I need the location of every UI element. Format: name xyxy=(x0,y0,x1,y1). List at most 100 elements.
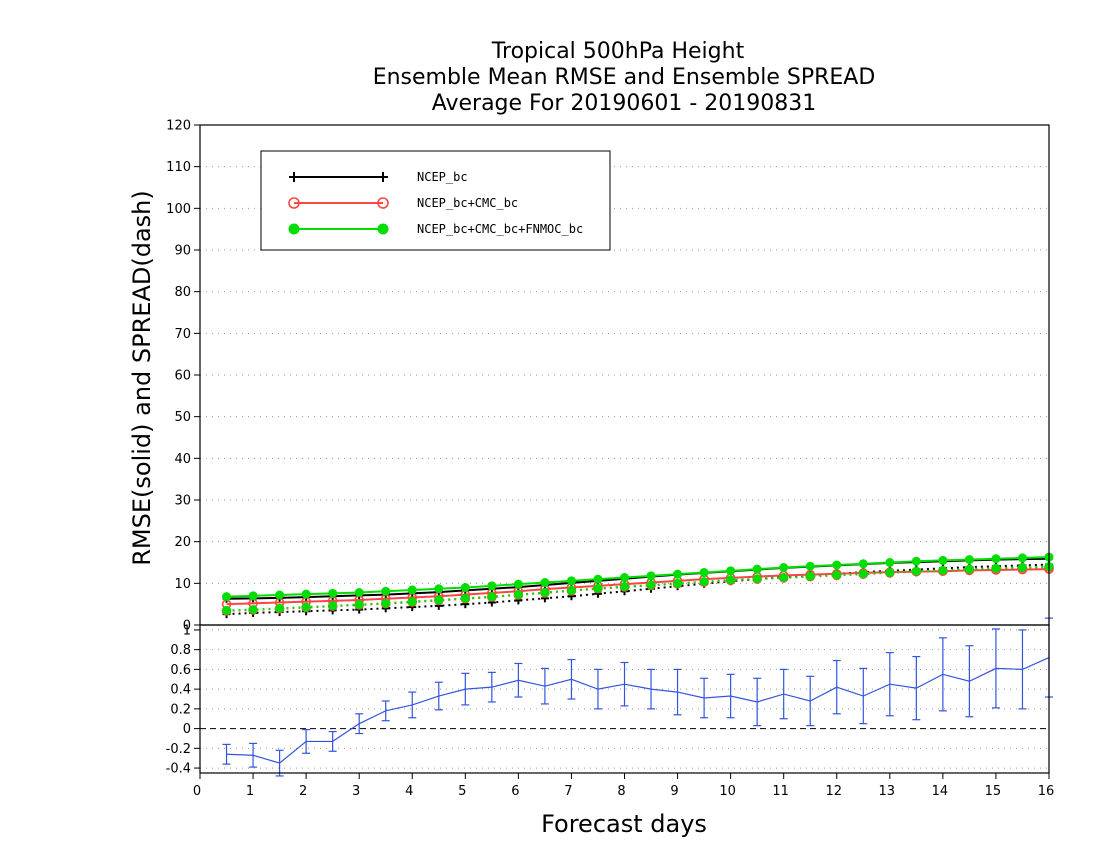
error-bar xyxy=(593,668,602,710)
rmse-line xyxy=(226,556,1050,598)
spread-line xyxy=(226,566,1050,612)
top-y-tick-label: 70 xyxy=(174,327,191,342)
filled-circle-marker xyxy=(222,592,232,602)
error-bar xyxy=(620,661,629,707)
filled-circle-marker xyxy=(938,555,948,565)
title-line-3: Average For 20190601 - 20190831 xyxy=(432,91,817,116)
filled-circle-marker xyxy=(1017,563,1027,572)
filled-circle-marker xyxy=(779,563,789,572)
filled-circle-marker xyxy=(222,605,232,615)
filled-circle-marker xyxy=(699,568,709,577)
bottom-panel-grid xyxy=(200,629,1049,769)
plus-marker xyxy=(378,172,388,182)
filled-circle-marker xyxy=(991,554,1001,564)
error-bar xyxy=(726,673,735,719)
top-y-tick-label: 20 xyxy=(174,535,191,550)
x-tick-label: 7 xyxy=(564,784,572,799)
top-y-axis: 0 10 20 30 40 50 60 70 80 90 100 110 120 xyxy=(166,119,200,634)
filled-circle-marker xyxy=(328,601,338,611)
filled-circle-marker xyxy=(593,583,603,593)
filled-circle-marker xyxy=(328,588,338,598)
filled-circle-marker xyxy=(248,605,258,615)
filled-circle-marker xyxy=(513,590,523,600)
filled-circle-marker xyxy=(288,223,300,235)
filled-circle-marker xyxy=(381,586,391,596)
filled-circle-marker xyxy=(301,589,311,599)
legend-label: NCEP_bc+CMC_bc xyxy=(417,196,518,210)
filled-circle-marker xyxy=(964,555,974,565)
chart-title: Tropical 500hPa Height Ensemble Mean RMS… xyxy=(373,39,876,116)
filled-circle-marker xyxy=(699,577,709,587)
open-circle-marker xyxy=(288,197,300,209)
x-tick-label: 0 xyxy=(193,784,201,799)
filled-circle-marker xyxy=(752,574,762,584)
filled-circle-marker xyxy=(911,556,921,566)
title-line-2: Ensemble Mean RMSE and Ensemble SPREAD xyxy=(373,65,876,90)
error-bar xyxy=(912,655,921,721)
top-y-tick-label: 90 xyxy=(174,244,191,259)
filled-circle-marker xyxy=(540,578,550,587)
x-tick-label: 2 xyxy=(299,784,307,799)
legend-entry-NCEP_bc: NCEP_bc xyxy=(289,170,468,184)
filled-circle-marker xyxy=(248,591,258,601)
error-bar xyxy=(514,662,523,698)
x-tick-label: 9 xyxy=(670,784,678,799)
error-bar xyxy=(832,659,841,715)
filled-circle-marker xyxy=(673,569,683,579)
x-tick-label: 5 xyxy=(458,784,466,799)
x-tick-label: 11 xyxy=(772,784,789,799)
error-bar xyxy=(859,667,868,725)
bottom-y-tick-label: 0.4 xyxy=(170,683,191,698)
open-circle-marker xyxy=(377,197,389,209)
spread-line xyxy=(226,565,1050,612)
bottom-y-tick-label: -0.4 xyxy=(166,762,191,777)
top-y-tick-label: 120 xyxy=(166,119,191,134)
legend-box xyxy=(260,150,611,251)
filled-circle-marker xyxy=(673,578,683,588)
top-panel-series xyxy=(221,552,1054,619)
bottom-y-tick-label: 0 xyxy=(183,722,191,737)
filled-circle-marker xyxy=(407,585,417,595)
filled-circle-marker xyxy=(1017,553,1027,563)
filled-circle-marker xyxy=(964,564,974,574)
error-bar xyxy=(779,668,788,720)
filled-circle-marker xyxy=(805,571,815,581)
filled-circle-marker xyxy=(646,580,656,590)
x-tick-label: 10 xyxy=(719,784,736,799)
x-axis: 0 1 2 3 4 5 6 7 8 9 10 11 12 13 14 15 16 xyxy=(193,773,1054,799)
filled-circle-marker xyxy=(540,588,550,597)
bottom-y-tick-label: -0.2 xyxy=(166,742,191,757)
filled-circle-marker xyxy=(646,571,656,581)
x-tick-label: 13 xyxy=(879,784,896,799)
bottom-panel-series xyxy=(222,617,1053,777)
filled-circle-marker xyxy=(434,595,444,605)
filled-circle-marker xyxy=(487,592,497,602)
filled-circle-marker xyxy=(885,568,895,577)
rmse-line xyxy=(226,568,1050,606)
legend-label: NCEP_bc xyxy=(417,170,468,184)
error-bar xyxy=(700,677,709,719)
series-NCEP_bc+CMC_bc+FNMOC_bc xyxy=(222,552,1054,615)
error-bar xyxy=(567,658,576,700)
filled-circle-marker xyxy=(354,588,364,597)
error-bar xyxy=(434,681,443,711)
error-bar xyxy=(806,675,815,727)
filled-circle-marker xyxy=(779,573,789,582)
filled-circle-marker xyxy=(301,602,311,612)
filled-circle-marker xyxy=(885,558,895,567)
top-y-tick-label: 30 xyxy=(174,494,191,509)
legend-label: NCEP_bc+CMC_bc+FNMOC_bc xyxy=(417,222,583,236)
error-bar xyxy=(991,628,1000,709)
filled-circle-marker xyxy=(407,597,417,607)
filled-circle-marker xyxy=(377,223,389,235)
x-tick-label: 8 xyxy=(617,784,625,799)
x-tick-label: 4 xyxy=(405,784,413,799)
filled-circle-marker xyxy=(381,598,391,608)
legend-entry-NCEP_bc+CMC_bc+FNMOC_bc: NCEP_bc+CMC_bc+FNMOC_bc xyxy=(288,222,583,236)
filled-circle-marker xyxy=(726,575,736,585)
filled-circle-marker xyxy=(858,569,868,579)
y-axis-label: RMSE(solid) and SPREAD(dash) xyxy=(128,190,156,566)
error-bar xyxy=(275,749,284,777)
x-tick-label: 16 xyxy=(1038,784,1055,799)
